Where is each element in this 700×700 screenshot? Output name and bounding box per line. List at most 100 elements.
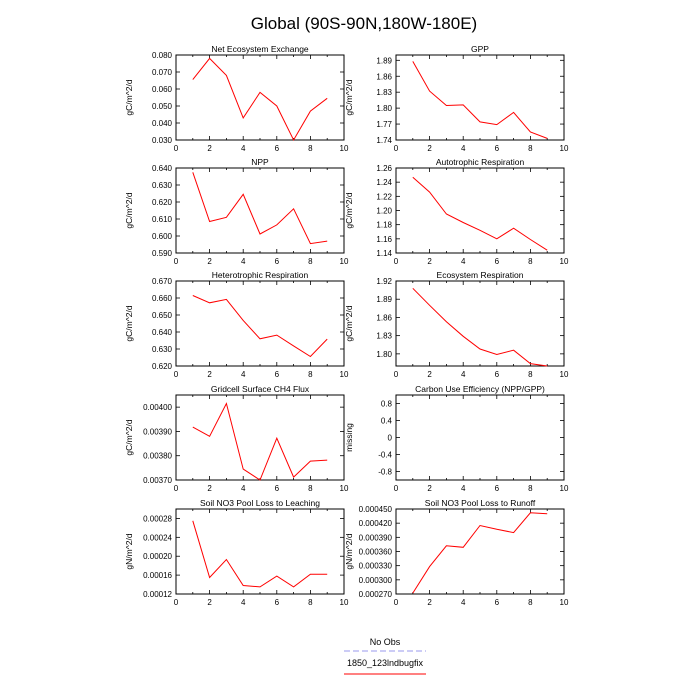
panel-title: Net Ecosystem Exchange: [211, 44, 309, 54]
panel-title: Heterotrophic Respiration: [212, 270, 309, 280]
x-tick-label: 0: [174, 257, 179, 266]
series-line-0: [192, 295, 328, 358]
series-line-0: [192, 402, 328, 481]
panel-2: 0 2 4 6 8 10 0.590 0.600 0.610 0.620 0.630 0.640 NPP…: [124, 157, 349, 266]
x-tick-label: 0: [174, 484, 179, 493]
y-tick-label: 0.00400: [143, 403, 172, 412]
panel-title: Carbon Use Efficiency (NPP/GPP): [415, 384, 545, 394]
y-tick-label: 0.000450: [359, 505, 393, 514]
y-tick-label: 0.8: [381, 400, 393, 409]
x-tick-label: 10: [340, 144, 349, 153]
x-tick-label: 6: [275, 370, 280, 379]
y-tick-label: 1.86: [376, 313, 392, 322]
y-tick-label: 1.26: [376, 164, 392, 173]
y-tick-label: 0.000270: [359, 590, 393, 599]
x-tick-label: 6: [275, 484, 280, 493]
plot-frame: [395, 508, 565, 595]
x-tick-label: 0: [394, 257, 399, 266]
series-line-0: [412, 512, 548, 594]
x-tick-label: 0: [174, 144, 179, 153]
x-tick-label: 8: [528, 144, 533, 153]
y-tick-label: 0.660: [152, 294, 173, 303]
panel-8: 0 2 4 6 8 10 0.00012 0.00016 0.00020 0.00024 0.000…: [124, 498, 349, 607]
y-tick-label: 0.060: [152, 85, 173, 94]
plot-frame: [175, 508, 345, 595]
x-tick-label: 10: [340, 370, 349, 379]
y-tick-label: 0.640: [152, 328, 173, 337]
x-tick-label: 2: [427, 144, 432, 153]
y-axis-label: gN/m^2/d: [344, 533, 354, 569]
x-tick-label: 8: [308, 484, 313, 493]
y-tick-label: 0.000360: [359, 548, 393, 557]
panel-6: 0 2 4 6 8 10 0.00370 0.00380 0.00390 0.00400 Gridc…: [124, 384, 349, 493]
y-tick-label: 1.74: [376, 136, 392, 145]
y-tick-label: 1.24: [376, 178, 392, 187]
y-tick-label: 0.00020: [143, 552, 172, 561]
x-tick-label: 8: [308, 370, 313, 379]
legend: No Obs 1850_123lndbugfix: [344, 637, 426, 675]
x-tick-label: 2: [207, 598, 212, 607]
panel-5: 0 2 4 6 8 10 1.80 1.83 1.86 1.89 1.92 Ecosystem Res…: [344, 270, 569, 379]
y-tick-label: 0.670: [152, 277, 173, 286]
x-tick-label: 0: [394, 598, 399, 607]
x-tick-label: 6: [275, 144, 280, 153]
x-tick-label: 8: [308, 144, 313, 153]
y-axis-label: gC/m^2/d: [344, 305, 354, 341]
plot-frame: [175, 280, 345, 367]
x-tick-label: 4: [461, 370, 466, 379]
x-tick-label: 0: [394, 144, 399, 153]
panel-title: Soil NO3 Pool Loss to Runoff: [425, 498, 536, 508]
y-tick-label: 0.610: [152, 215, 173, 224]
x-tick-label: 10: [340, 598, 349, 607]
series-line-0: [192, 172, 328, 245]
y-tick-label: 0.030: [152, 136, 173, 145]
x-tick-label: 10: [560, 598, 569, 607]
y-tick-label: 0.080: [152, 51, 173, 60]
legend-label-case: 1850_123lndbugfix: [347, 658, 424, 668]
y-axis-label: gC/m^2/d: [124, 419, 134, 455]
y-tick-label: 0.040: [152, 119, 173, 128]
x-tick-label: 4: [461, 257, 466, 266]
plot-frame: [395, 394, 565, 481]
y-tick-label: -0.8: [378, 468, 392, 477]
plot-frame: [175, 394, 345, 481]
y-tick-label: 1.16: [376, 235, 392, 244]
y-tick-label: 0.00028: [143, 514, 172, 523]
x-tick-label: 8: [308, 257, 313, 266]
x-tick-label: 6: [495, 144, 500, 153]
x-tick-label: 2: [207, 144, 212, 153]
y-tick-label: 1.18: [376, 221, 392, 230]
y-tick-label: 1.77: [376, 120, 392, 129]
x-tick-label: 2: [207, 370, 212, 379]
y-tick-label: 1.83: [376, 332, 392, 341]
y-tick-label: 0.620: [152, 198, 173, 207]
y-tick-label: 0.640: [152, 164, 173, 173]
x-tick-label: 2: [427, 598, 432, 607]
x-tick-label: 2: [427, 484, 432, 493]
y-tick-label: 0.600: [152, 232, 173, 241]
y-tick-label: 0.070: [152, 68, 173, 77]
y-tick-label: 1.20: [376, 207, 392, 216]
series-line-0: [192, 520, 328, 588]
x-tick-label: 6: [495, 598, 500, 607]
x-tick-label: 8: [528, 370, 533, 379]
x-tick-label: 0: [174, 598, 179, 607]
y-tick-label: 0.050: [152, 102, 173, 111]
y-tick-label: 0.650: [152, 311, 173, 320]
y-tick-label: 0.4: [381, 417, 393, 426]
x-tick-label: 4: [461, 484, 466, 493]
x-tick-label: 10: [560, 370, 569, 379]
panel-3: 0 2 4 6 8 10 1.14 1.16 1.18 1.20 1.22 1.24 1.26 Autot…: [344, 157, 569, 266]
y-tick-label: 0.00016: [143, 571, 172, 580]
y-tick-label: 0.000420: [359, 519, 393, 528]
y-axis-label: gC/m^2/d: [124, 79, 134, 115]
y-tick-label: 0.000300: [359, 576, 393, 585]
x-tick-label: 0: [174, 370, 179, 379]
x-tick-label: 10: [340, 484, 349, 493]
y-tick-label: 0: [388, 434, 393, 443]
y-tick-label: 1.89: [376, 56, 392, 65]
series-line-0: [412, 61, 548, 139]
x-tick-label: 4: [241, 370, 246, 379]
y-tick-label: 1.22: [376, 192, 392, 201]
